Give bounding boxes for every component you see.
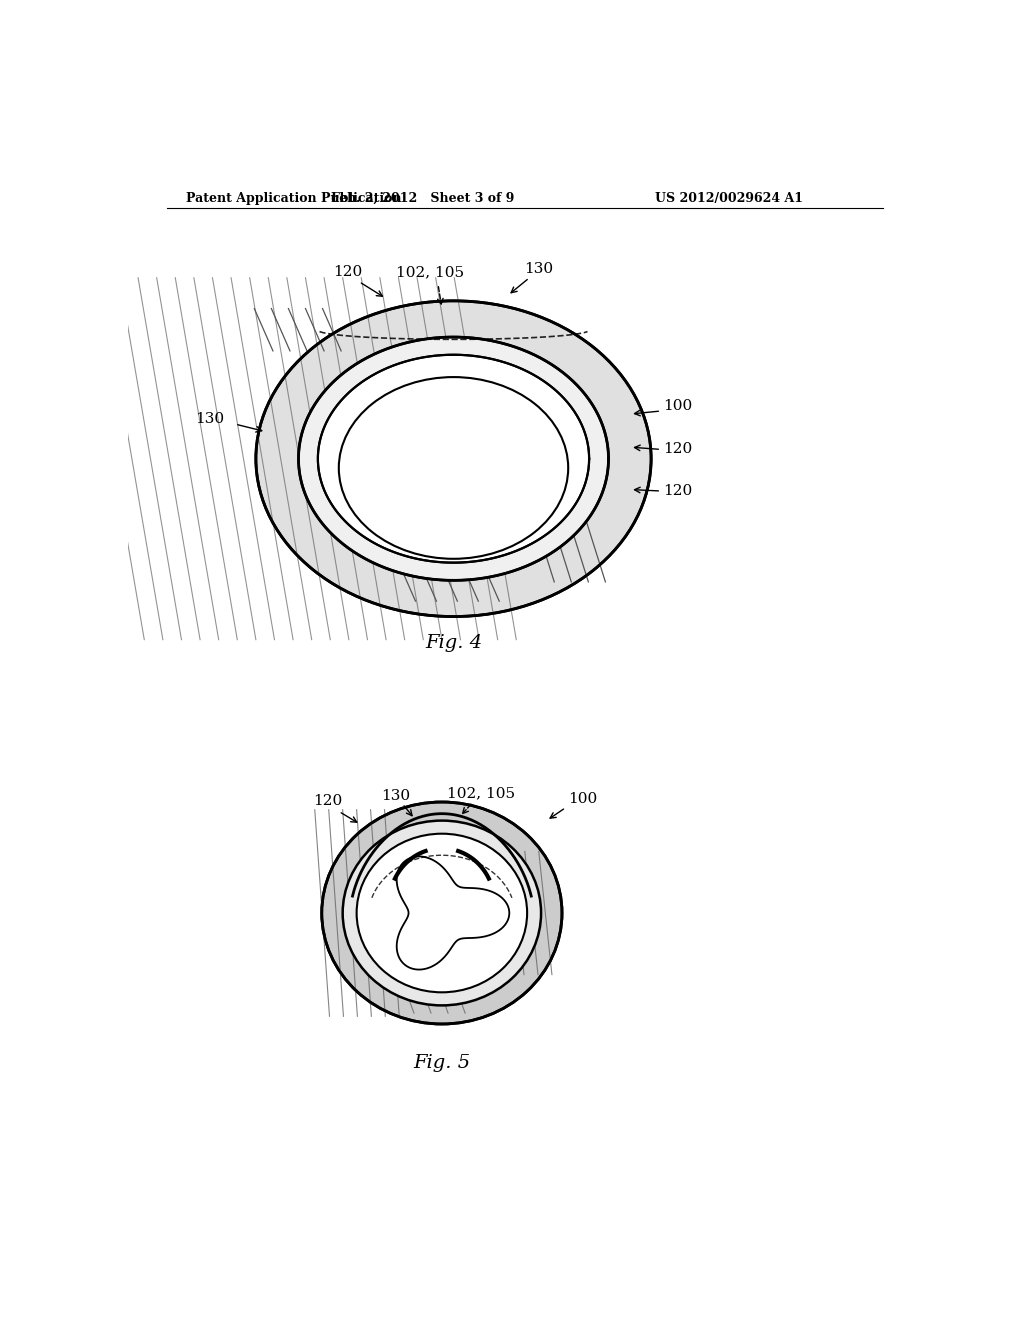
Ellipse shape [356,834,527,993]
Polygon shape [317,355,589,562]
Polygon shape [299,337,608,581]
Text: 100: 100 [663,400,692,413]
Polygon shape [299,337,608,581]
Text: Patent Application Publication: Patent Application Publication [186,191,401,205]
Ellipse shape [339,378,568,558]
Text: 120: 120 [313,795,343,808]
Text: Fig. 4: Fig. 4 [425,635,482,652]
Ellipse shape [356,834,527,993]
Polygon shape [396,857,509,970]
Polygon shape [317,355,589,562]
Text: US 2012/0029624 A1: US 2012/0029624 A1 [655,191,803,205]
Text: Feb. 2, 2012   Sheet 3 of 9: Feb. 2, 2012 Sheet 3 of 9 [331,191,514,205]
Text: 102, 105: 102, 105 [446,787,515,801]
Text: 400: 400 [420,956,449,970]
Ellipse shape [343,821,541,1006]
Text: Fig. 5: Fig. 5 [414,1055,470,1072]
Text: 130: 130 [195,412,224,425]
Text: 120: 120 [333,265,361,280]
Text: 120: 120 [663,484,692,498]
Text: 400: 400 [437,527,469,544]
Text: 130: 130 [381,789,410,803]
Ellipse shape [322,803,562,1024]
Ellipse shape [256,301,651,616]
Text: 120: 120 [663,442,692,457]
Text: 130: 130 [524,261,553,276]
Text: 102, 105: 102, 105 [396,265,464,280]
Text: 100: 100 [568,792,597,807]
